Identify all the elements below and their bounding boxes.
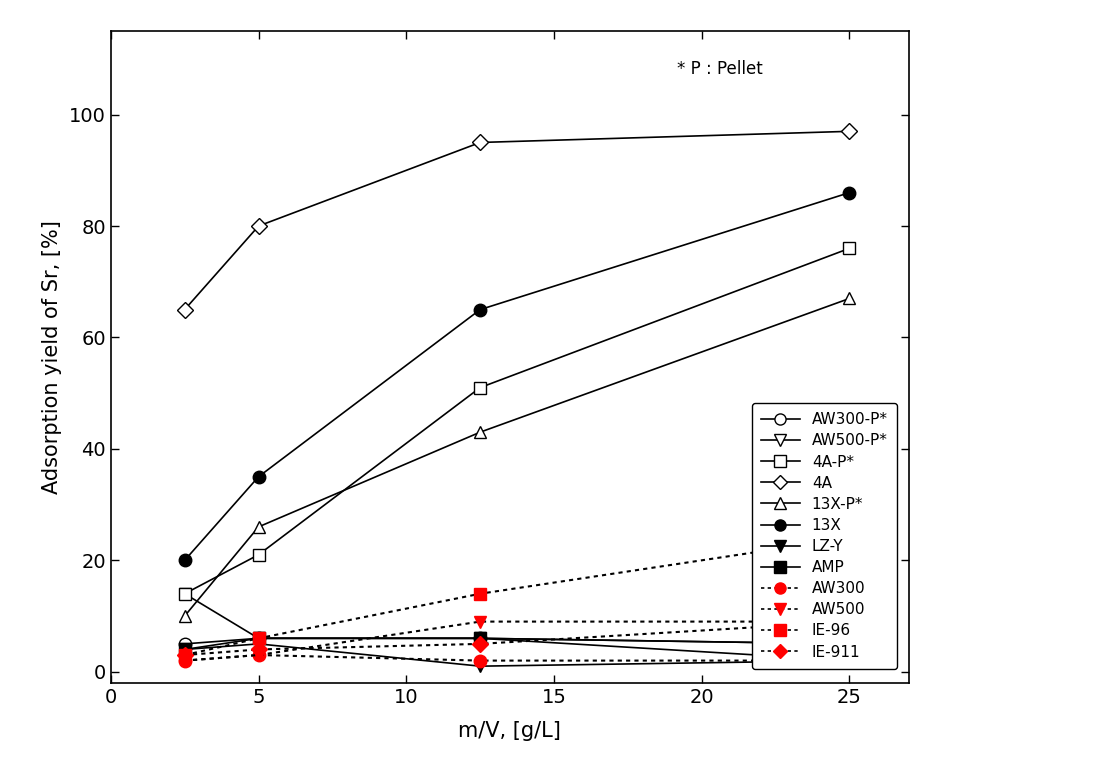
Line: AW300-P*: AW300-P* — [178, 632, 855, 650]
IE-911 — [843, 617, 856, 626]
Line: IE-96: IE-96 — [179, 532, 855, 660]
Line: AW300: AW300 — [178, 649, 855, 667]
Legend: AW300-P*, AW500-P*, 4A-P*, 4A, 13X-P*, 13X, LZ-Y, AMP, AW300, AW500, IE-96, IE-9: AW300-P*, AW500-P*, 4A-P*, 4A, 13X-P*, 1… — [752, 404, 897, 669]
4A — [843, 126, 856, 136]
AW500 — [473, 617, 486, 626]
13X — [178, 556, 192, 565]
LZ-Y — [473, 661, 486, 670]
Line: LZ-Y: LZ-Y — [178, 638, 855, 673]
AMP — [843, 639, 856, 649]
Text: * P : Pellet: * P : Pellet — [677, 61, 763, 78]
13X — [843, 188, 856, 197]
IE-96 — [178, 650, 192, 660]
Line: 13X: 13X — [178, 186, 855, 566]
LZ-Y — [252, 639, 265, 649]
13X-P* — [473, 428, 486, 437]
Line: 13X-P*: 13X-P* — [179, 293, 855, 622]
4A-P* — [473, 383, 486, 392]
AW300 — [178, 656, 192, 665]
Y-axis label: Adsorption yield of Sr, [%]: Adsorption yield of Sr, [%] — [42, 220, 62, 494]
IE-96 — [252, 634, 265, 643]
Line: 4A-P*: 4A-P* — [179, 243, 855, 599]
AW300-P* — [178, 639, 192, 649]
13X-P* — [178, 611, 192, 621]
IE-911 — [178, 650, 192, 660]
13X-P* — [252, 522, 265, 532]
Line: AW500: AW500 — [178, 615, 855, 667]
Line: AMP: AMP — [179, 632, 855, 655]
X-axis label: m/V, [g/L]: m/V, [g/L] — [459, 721, 561, 740]
IE-911 — [473, 639, 486, 649]
4A-P* — [843, 244, 856, 253]
4A — [178, 305, 192, 314]
IE-96 — [843, 533, 856, 542]
AW500 — [843, 617, 856, 626]
AW500-P* — [178, 589, 192, 598]
AW500-P* — [473, 634, 486, 643]
4A-P* — [178, 589, 192, 598]
AMP — [252, 634, 265, 643]
AMP — [178, 645, 192, 654]
Line: AW500-P*: AW500-P* — [178, 587, 855, 667]
AW500-P* — [252, 634, 265, 643]
4A — [252, 221, 265, 230]
4A-P* — [252, 550, 265, 559]
AW300 — [843, 656, 856, 665]
AW300 — [473, 656, 486, 665]
LZ-Y — [178, 645, 192, 654]
13X — [473, 305, 486, 314]
Line: IE-911: IE-911 — [179, 616, 855, 660]
AMP — [473, 634, 486, 643]
4A — [473, 138, 486, 147]
AW300-P* — [843, 639, 856, 649]
AW300-P* — [252, 634, 265, 643]
IE-96 — [473, 589, 486, 598]
AW500 — [178, 656, 192, 665]
AW300-P* — [473, 634, 486, 643]
13X-P* — [843, 294, 856, 303]
Line: 4A: 4A — [179, 126, 855, 315]
LZ-Y — [843, 656, 856, 665]
AW300 — [252, 650, 265, 660]
AW500 — [252, 650, 265, 660]
IE-911 — [252, 645, 265, 654]
13X — [252, 472, 265, 481]
AW500-P* — [843, 656, 856, 665]
